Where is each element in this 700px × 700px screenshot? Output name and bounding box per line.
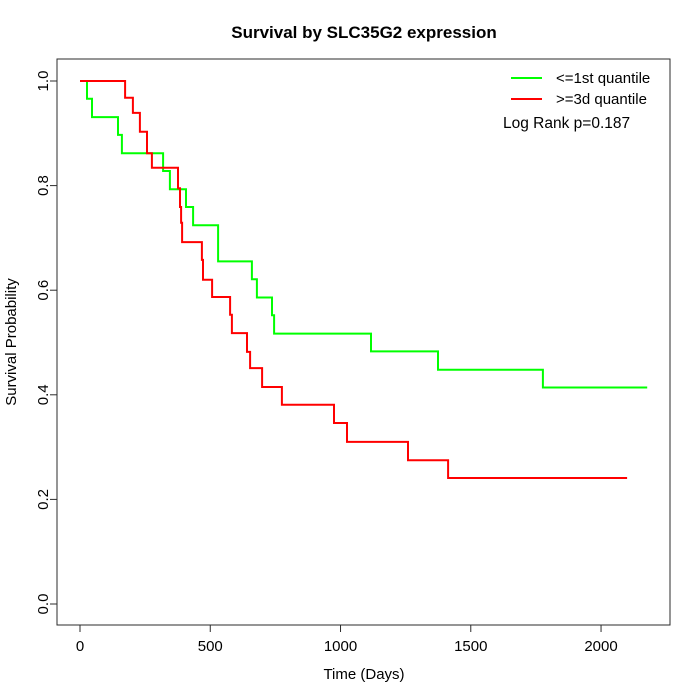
x-axis: 0 500 1000 1500 2000 xyxy=(76,625,618,655)
y-tick-label: 0.0 xyxy=(35,594,52,615)
x-tick-label: 1000 xyxy=(324,638,357,655)
y-tick-label: 1.0 xyxy=(35,71,52,92)
km-curve-green xyxy=(80,80,648,389)
x-tick-label: 500 xyxy=(198,638,223,655)
x-tick-label: 1500 xyxy=(454,638,487,655)
km-curve-red xyxy=(80,80,628,479)
log-rank-annotation: Log Rank p=0.187 xyxy=(503,115,630,132)
x-axis-label: Time (Days) xyxy=(323,666,404,683)
y-tick-label: 0.4 xyxy=(35,384,52,405)
chart-title: Survival by SLC35G2 expression xyxy=(231,23,497,42)
x-tick-label: 2000 xyxy=(584,638,617,655)
km-curves xyxy=(80,80,648,479)
legend-label-green: <=1st quantile xyxy=(556,70,650,87)
plot-box xyxy=(56,58,671,626)
x-tick-label: 0 xyxy=(76,638,84,655)
legend: <=1st quantile >=3d quantile Log Rank p=… xyxy=(503,70,650,132)
y-axis-label: Survival Probability xyxy=(3,278,20,406)
legend-label-red: >=3d quantile xyxy=(556,91,647,108)
y-axis: 0.0 0.2 0.4 0.6 0.8 1.0 xyxy=(35,71,57,615)
y-tick-label: 0.8 xyxy=(35,175,52,196)
y-tick-label: 0.6 xyxy=(35,280,52,301)
y-tick-label: 0.2 xyxy=(35,489,52,510)
